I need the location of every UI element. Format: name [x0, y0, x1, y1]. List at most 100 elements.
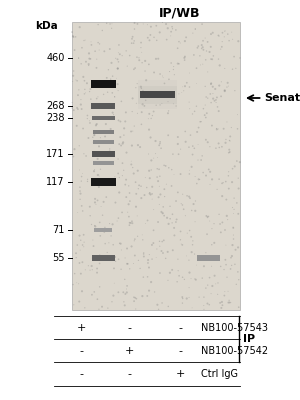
Point — [176, 151, 181, 158]
Point — [197, 53, 202, 59]
Point — [180, 202, 185, 208]
Point — [209, 242, 214, 248]
Point — [78, 101, 83, 108]
Point — [218, 300, 223, 306]
Point — [95, 78, 100, 84]
Point — [105, 249, 110, 256]
Point — [130, 220, 135, 226]
Point — [161, 204, 166, 210]
Point — [123, 182, 128, 188]
Point — [92, 132, 97, 138]
Point — [205, 214, 210, 220]
Point — [179, 89, 184, 96]
Point — [89, 42, 94, 48]
Point — [205, 69, 210, 75]
Point — [216, 56, 221, 62]
Point — [165, 249, 170, 255]
Point — [121, 139, 126, 146]
Point — [143, 58, 148, 64]
Point — [197, 176, 202, 183]
Point — [199, 42, 204, 48]
Point — [94, 122, 98, 128]
Point — [92, 166, 97, 173]
Point — [87, 50, 92, 56]
Point — [98, 134, 103, 141]
Bar — [197, 255, 220, 261]
Point — [131, 40, 136, 46]
Point — [194, 80, 199, 87]
Point — [147, 175, 152, 182]
Point — [140, 237, 145, 243]
Point — [220, 219, 225, 226]
Point — [93, 196, 98, 202]
Bar — [93, 130, 114, 134]
Point — [226, 185, 231, 192]
Point — [129, 158, 134, 164]
Point — [116, 156, 121, 162]
Point — [172, 232, 177, 239]
Point — [142, 192, 147, 198]
Point — [151, 155, 156, 161]
Point — [202, 112, 207, 118]
Point — [118, 240, 123, 247]
Point — [222, 28, 227, 35]
Point — [102, 48, 107, 54]
Text: -: - — [178, 322, 182, 333]
Text: Ctrl IgG: Ctrl IgG — [201, 369, 238, 379]
Point — [79, 60, 84, 67]
Text: +: + — [76, 322, 86, 333]
Point — [94, 65, 99, 71]
Point — [129, 161, 134, 168]
Point — [71, 34, 76, 40]
Bar — [93, 140, 114, 144]
Point — [122, 299, 126, 305]
Point — [204, 48, 209, 54]
Point — [79, 203, 84, 209]
Point — [225, 80, 230, 86]
Point — [147, 288, 152, 294]
Point — [145, 293, 150, 299]
Point — [187, 167, 192, 174]
Point — [81, 125, 85, 132]
Bar — [91, 80, 116, 88]
Point — [122, 302, 127, 308]
Bar — [92, 103, 116, 109]
Point — [104, 78, 109, 85]
Point — [201, 106, 206, 112]
Point — [135, 110, 140, 116]
Point — [150, 256, 154, 262]
Point — [188, 195, 192, 201]
Point — [98, 166, 103, 172]
Point — [89, 263, 94, 269]
Point — [162, 193, 167, 200]
Point — [127, 220, 132, 226]
Text: kDa: kDa — [35, 21, 58, 31]
Point — [202, 294, 206, 300]
Point — [181, 206, 186, 212]
Point — [216, 280, 220, 286]
Point — [91, 243, 96, 249]
Point — [216, 126, 220, 132]
Point — [218, 263, 223, 270]
Point — [184, 80, 189, 86]
Point — [88, 212, 93, 219]
Point — [148, 134, 153, 141]
Point — [164, 36, 169, 43]
Point — [222, 34, 227, 40]
Point — [173, 27, 178, 33]
Point — [106, 240, 111, 246]
Point — [88, 96, 93, 102]
Point — [98, 116, 102, 122]
Point — [122, 132, 126, 138]
Point — [83, 267, 88, 273]
Point — [236, 211, 241, 217]
Point — [194, 103, 199, 110]
Point — [205, 300, 210, 307]
Point — [192, 251, 197, 257]
Point — [97, 41, 102, 47]
Point — [132, 38, 136, 44]
Point — [86, 62, 91, 69]
Point — [81, 244, 86, 250]
Point — [147, 111, 152, 117]
Point — [179, 200, 184, 207]
